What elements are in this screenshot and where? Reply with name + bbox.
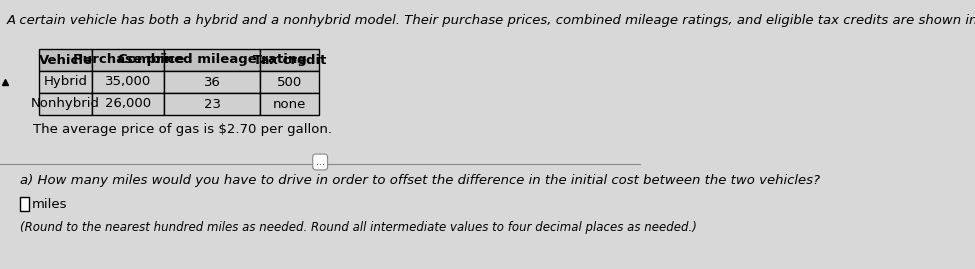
- Text: a) How many miles would you have to drive in order to offset the difference in t: a) How many miles would you have to driv…: [20, 174, 820, 187]
- Bar: [92, 71, 165, 93]
- Bar: [165, 49, 259, 71]
- Bar: [92, 93, 165, 115]
- Text: A certain vehicle has both a hybrid and a nonhybrid model. Their purchase prices: A certain vehicle has both a hybrid and …: [7, 14, 975, 27]
- Bar: [165, 93, 259, 115]
- Text: 23: 23: [204, 97, 220, 111]
- Bar: [39, 71, 92, 93]
- Bar: [259, 49, 319, 71]
- Text: miles: miles: [31, 197, 67, 211]
- Text: ...: ...: [316, 157, 325, 167]
- Text: Vehicle: Vehicle: [39, 54, 93, 66]
- Text: Purchase price: Purchase price: [72, 54, 184, 66]
- Bar: [39, 93, 92, 115]
- Text: Combined mileage rating: Combined mileage rating: [118, 54, 306, 66]
- Text: Hybrid: Hybrid: [44, 76, 88, 89]
- Text: (Round to the nearest hundred miles as needed. Round all intermediate values to : (Round to the nearest hundred miles as n…: [20, 221, 696, 234]
- Text: The average price of gas is $2.70 per gallon.: The average price of gas is $2.70 per ga…: [33, 123, 332, 136]
- Text: 26,000: 26,000: [105, 97, 151, 111]
- Text: 35,000: 35,000: [105, 76, 151, 89]
- Bar: [259, 93, 319, 115]
- Text: none: none: [273, 97, 306, 111]
- Bar: [165, 71, 259, 93]
- Text: 36: 36: [204, 76, 220, 89]
- Bar: [39, 49, 92, 71]
- Text: Nonhybrid: Nonhybrid: [31, 97, 100, 111]
- Text: Tax credit: Tax credit: [253, 54, 326, 66]
- Bar: [92, 49, 165, 71]
- Bar: [20, 197, 29, 211]
- Text: 500: 500: [277, 76, 302, 89]
- Bar: [259, 71, 319, 93]
